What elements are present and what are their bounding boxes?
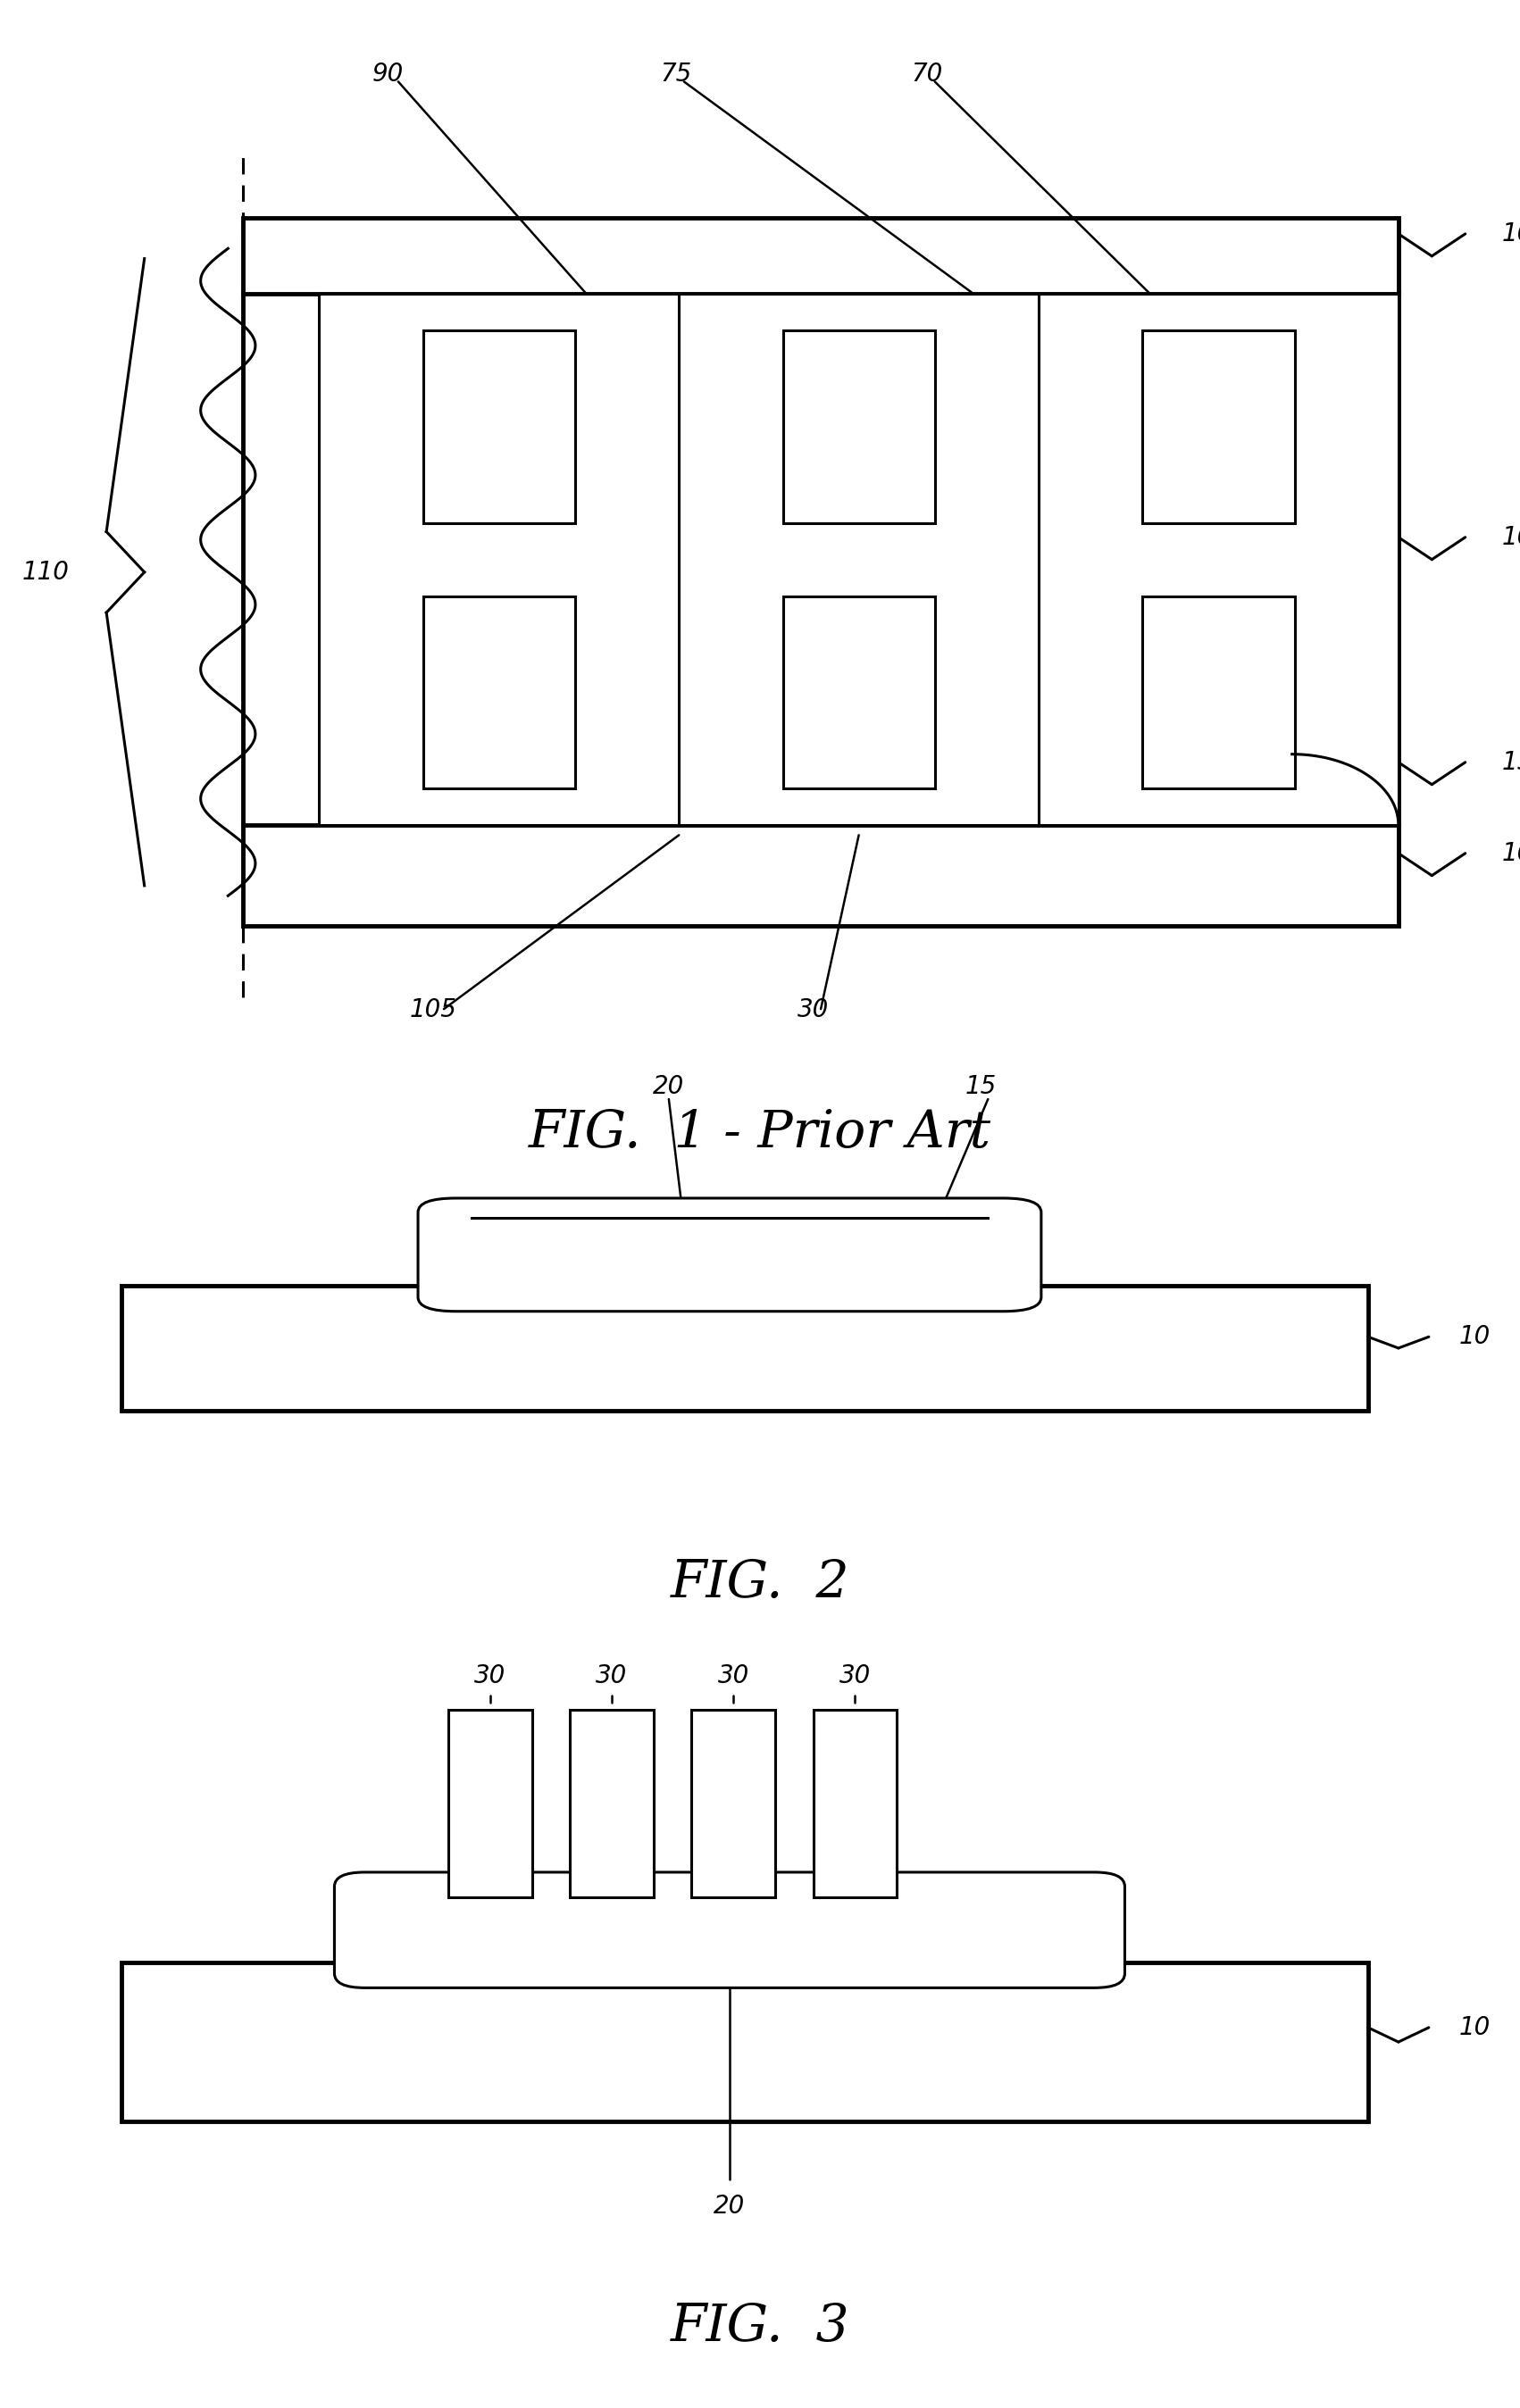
Text: 30: 30 [798,997,828,1023]
Text: 30: 30 [596,1664,628,1688]
Text: FIG.  1 - Prior Art: FIG. 1 - Prior Art [529,1108,991,1158]
Bar [1143,330,1295,523]
Text: 100: 100 [1502,222,1520,246]
Bar [122,1963,1368,2121]
Text: 20: 20 [654,1074,684,1098]
Bar [783,597,935,787]
Text: 107: 107 [1502,525,1520,549]
FancyBboxPatch shape [334,1873,1125,1989]
Text: 70: 70 [912,63,942,87]
Bar [783,330,935,523]
Bar [448,1710,532,1898]
Bar [122,1286,1368,1411]
Bar [813,1710,897,1898]
Text: 75: 75 [661,63,692,87]
Bar [570,1710,654,1898]
Text: 90: 90 [372,63,403,87]
Bar [692,1710,775,1898]
Text: FIG.  3: FIG. 3 [670,2302,850,2353]
Text: FIG.  2: FIG. 2 [670,1558,850,1609]
Text: 10: 10 [1459,1324,1491,1348]
Text: 30: 30 [839,1664,871,1688]
Text: 20: 20 [714,2194,745,2218]
Text: 105: 105 [409,997,458,1023]
Text: 30: 30 [717,1664,749,1688]
Text: 15: 15 [965,1074,996,1098]
Text: 30: 30 [474,1664,506,1688]
Text: 110: 110 [21,559,70,585]
Bar [319,294,1398,826]
Bar [1143,597,1295,787]
Bar [243,219,1398,927]
FancyBboxPatch shape [418,1199,1041,1312]
Text: 10: 10 [1459,2015,1491,2040]
Text: 15: 15 [1502,749,1520,775]
Text: 10: 10 [1502,840,1520,867]
Bar [423,597,575,787]
Bar [423,330,575,523]
